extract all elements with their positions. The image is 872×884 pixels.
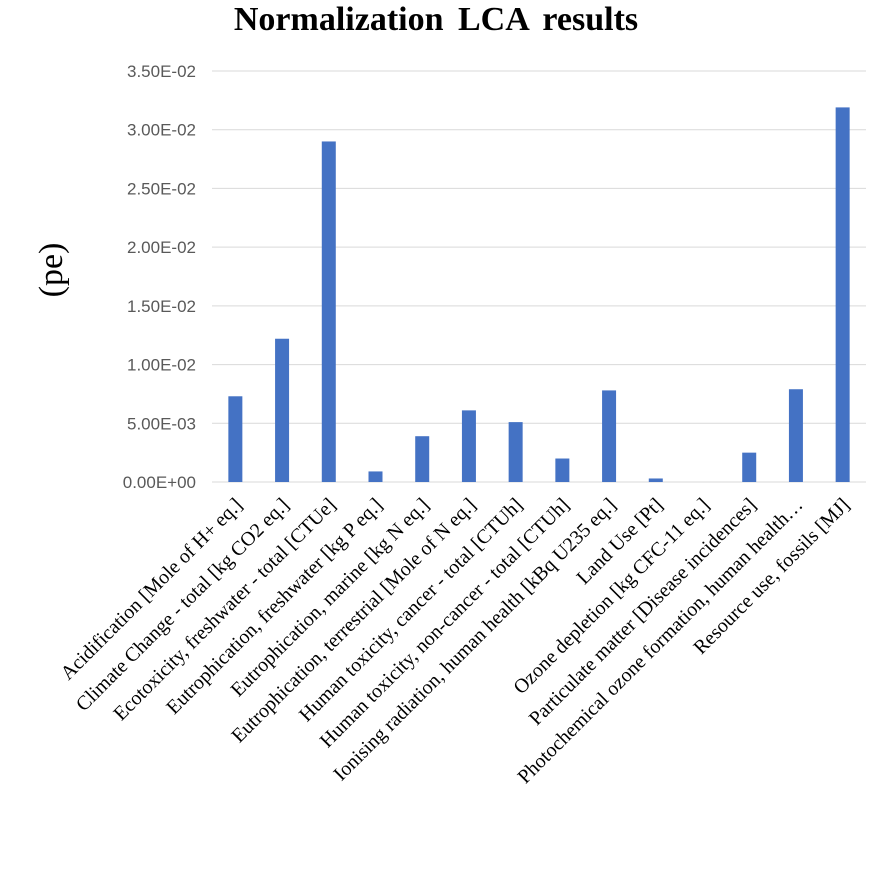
y-tick-label: 2.50E-02 (127, 179, 196, 198)
y-tick-label: 3.50E-02 (127, 62, 196, 81)
bar (415, 436, 430, 482)
bar (321, 141, 336, 482)
bar (742, 452, 757, 482)
bar (602, 390, 617, 482)
bar (835, 107, 850, 482)
bar (555, 458, 570, 482)
y-axis-ticks: 0.00E+00 5.00E-03 1.00E-02 1.50E-02 2.00E-02… (123, 62, 196, 492)
y-tick-label: 2.00E-02 (127, 238, 196, 257)
gridlines (212, 70, 866, 483)
x-axis-labels: Acidification [Mole of H+ eq.]Climate Ch… (56, 494, 854, 788)
bar (275, 338, 290, 482)
bars (228, 107, 850, 482)
bar (508, 422, 523, 482)
bar (228, 396, 243, 482)
bar (648, 478, 663, 482)
bar (368, 471, 383, 482)
y-tick-label: 3.00E-02 (127, 121, 196, 140)
chart-title: Normalization LCA results (233, 1, 639, 38)
y-tick-label: 1.50E-02 (127, 297, 196, 316)
bar (461, 410, 476, 482)
y-axis-title: (pe) (33, 243, 70, 298)
y-tick-label: 1.00E-02 (127, 356, 196, 375)
bar (788, 389, 803, 482)
y-tick-label: 5.00E-03 (127, 414, 196, 433)
y-tick-label: 0.00E+00 (123, 473, 196, 492)
